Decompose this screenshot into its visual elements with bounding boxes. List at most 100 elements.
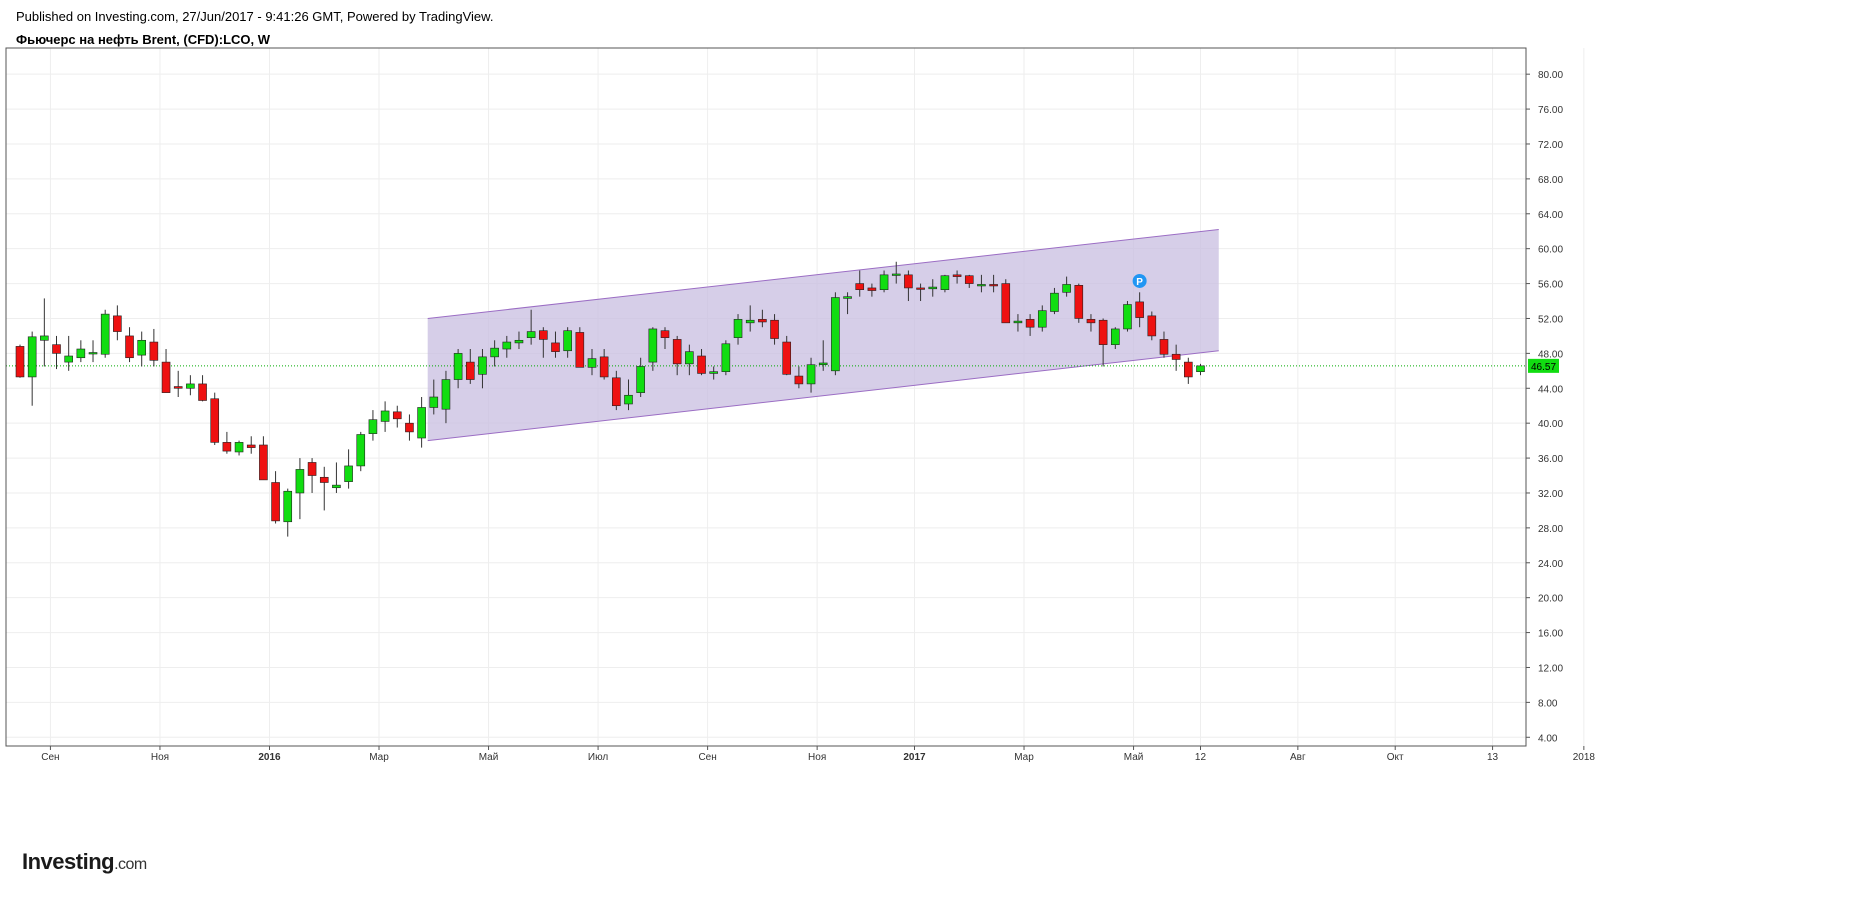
candle: [149, 328, 159, 367]
candle-body: [149, 341, 159, 361]
candle-body: [758, 319, 767, 323]
candle: [855, 270, 865, 297]
candle-body: [928, 286, 938, 290]
candle-body: [904, 274, 913, 289]
candle-body: [1013, 320, 1023, 324]
candle-body: [405, 422, 414, 433]
y-tick-label: 8.00: [1538, 698, 1558, 709]
x-tick-label: 2017: [903, 752, 926, 763]
marker-circle[interactable]: [1132, 273, 1147, 288]
candle: [952, 270, 962, 284]
candle-body: [125, 335, 134, 359]
candle-body: [1074, 285, 1084, 319]
marker-icon[interactable]: P: [1132, 273, 1147, 288]
candle: [612, 370, 621, 411]
candle-body: [173, 386, 183, 389]
candle: [307, 458, 317, 493]
candle: [526, 309, 536, 345]
candle: [1025, 314, 1035, 336]
candle: [368, 410, 378, 441]
candle: [490, 340, 499, 367]
x-tick-label: Сен: [41, 752, 59, 763]
y-tick-label: 28.00: [1538, 524, 1563, 535]
candle: [1037, 305, 1047, 332]
candle: [429, 379, 439, 415]
x-tick-label: Мар: [1014, 752, 1034, 763]
candles: [15, 261, 1205, 537]
candle: [356, 431, 366, 472]
candle: [551, 331, 560, 358]
candle-body: [161, 361, 171, 393]
candle: [210, 392, 220, 445]
candle: [40, 298, 49, 367]
candle: [648, 327, 658, 371]
candle: [745, 305, 755, 332]
candle-body: [490, 347, 499, 358]
candle-body: [1123, 304, 1132, 330]
y-tick-label: 56.00: [1538, 280, 1563, 291]
candle-body: [429, 396, 439, 408]
candle-body: [879, 274, 889, 290]
candle: [989, 274, 998, 293]
candle: [904, 270, 913, 302]
candle: [879, 270, 889, 293]
candle: [587, 349, 597, 376]
candle: [843, 292, 852, 315]
candle-body: [648, 328, 658, 363]
marker-label[interactable]: P: [1136, 277, 1143, 288]
y-tick-label: 68.00: [1538, 175, 1563, 186]
candle-body: [332, 484, 341, 489]
candle-body: [575, 332, 585, 368]
symbol-title: Фьючерс на нефть Brent, (CFD):LCO, W: [16, 32, 271, 47]
candle: [1171, 344, 1181, 371]
candle-body: [697, 355, 706, 374]
candle: [295, 458, 305, 520]
candle: [161, 349, 171, 393]
candle: [1123, 301, 1132, 332]
y-tick-label: 44.00: [1538, 384, 1563, 395]
candle: [405, 414, 414, 441]
candle: [198, 375, 207, 402]
candle: [15, 344, 25, 378]
candle: [186, 375, 195, 396]
candle-body: [1135, 301, 1144, 318]
candle-body: [15, 346, 25, 378]
y-tick-label: 76.00: [1538, 105, 1563, 116]
candle: [441, 370, 451, 424]
candle-body: [831, 297, 840, 372]
candle-body: [319, 476, 329, 483]
candle-body: [551, 342, 560, 352]
investing-logo: Investing.com: [22, 849, 147, 875]
candle-body: [465, 361, 475, 380]
candle-body: [1050, 292, 1059, 312]
candle: [575, 327, 585, 368]
y-tick-label: 64.00: [1538, 210, 1563, 221]
candle: [733, 314, 743, 345]
y-tick-label: 48.00: [1538, 349, 1563, 360]
x-tick-label: 13: [1487, 752, 1499, 763]
candle-body: [1037, 310, 1047, 328]
candle: [380, 401, 390, 432]
candle: [246, 436, 256, 454]
published-caption: Published on Investing.com, 27/Jun/2017 …: [16, 9, 494, 24]
x-tick-label: Авг: [1290, 752, 1306, 763]
price-axis[interactable]: 80.00 76.00 72.00 68.00 64.00 60.00 56.00 52.00…: [1526, 70, 1563, 744]
candle: [1111, 327, 1120, 350]
y-tick-label: 60.00: [1538, 245, 1563, 256]
candle-body: [417, 407, 426, 439]
candle-body: [1086, 319, 1096, 324]
last-price-label: 46.57: [1531, 362, 1556, 373]
candle-body: [770, 319, 779, 339]
candle-body: [1098, 319, 1108, 345]
candle: [672, 335, 682, 376]
candle-body: [660, 330, 670, 338]
candle: [818, 340, 828, 371]
candle-body: [307, 462, 317, 476]
time-axis[interactable]: Сен Ноя 2016 Мар Май Июл Сен Ноя 2017 Мар Май 12 Авг…: [41, 746, 1595, 763]
candle-body: [721, 343, 731, 372]
candle-body: [259, 444, 268, 481]
x-tick-label: Май: [479, 752, 499, 763]
channel-upper-line[interactable]: [427, 228, 1219, 319]
candle: [344, 449, 353, 489]
